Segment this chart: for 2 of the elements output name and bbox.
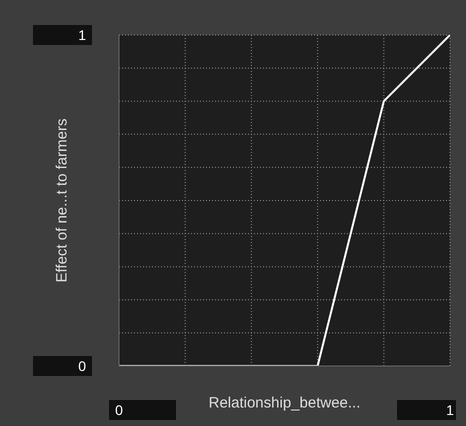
y-axis-title: Effect of ne...t to farmers xyxy=(54,118,70,282)
x-axis-title: Relationship_betwee... xyxy=(208,394,360,412)
